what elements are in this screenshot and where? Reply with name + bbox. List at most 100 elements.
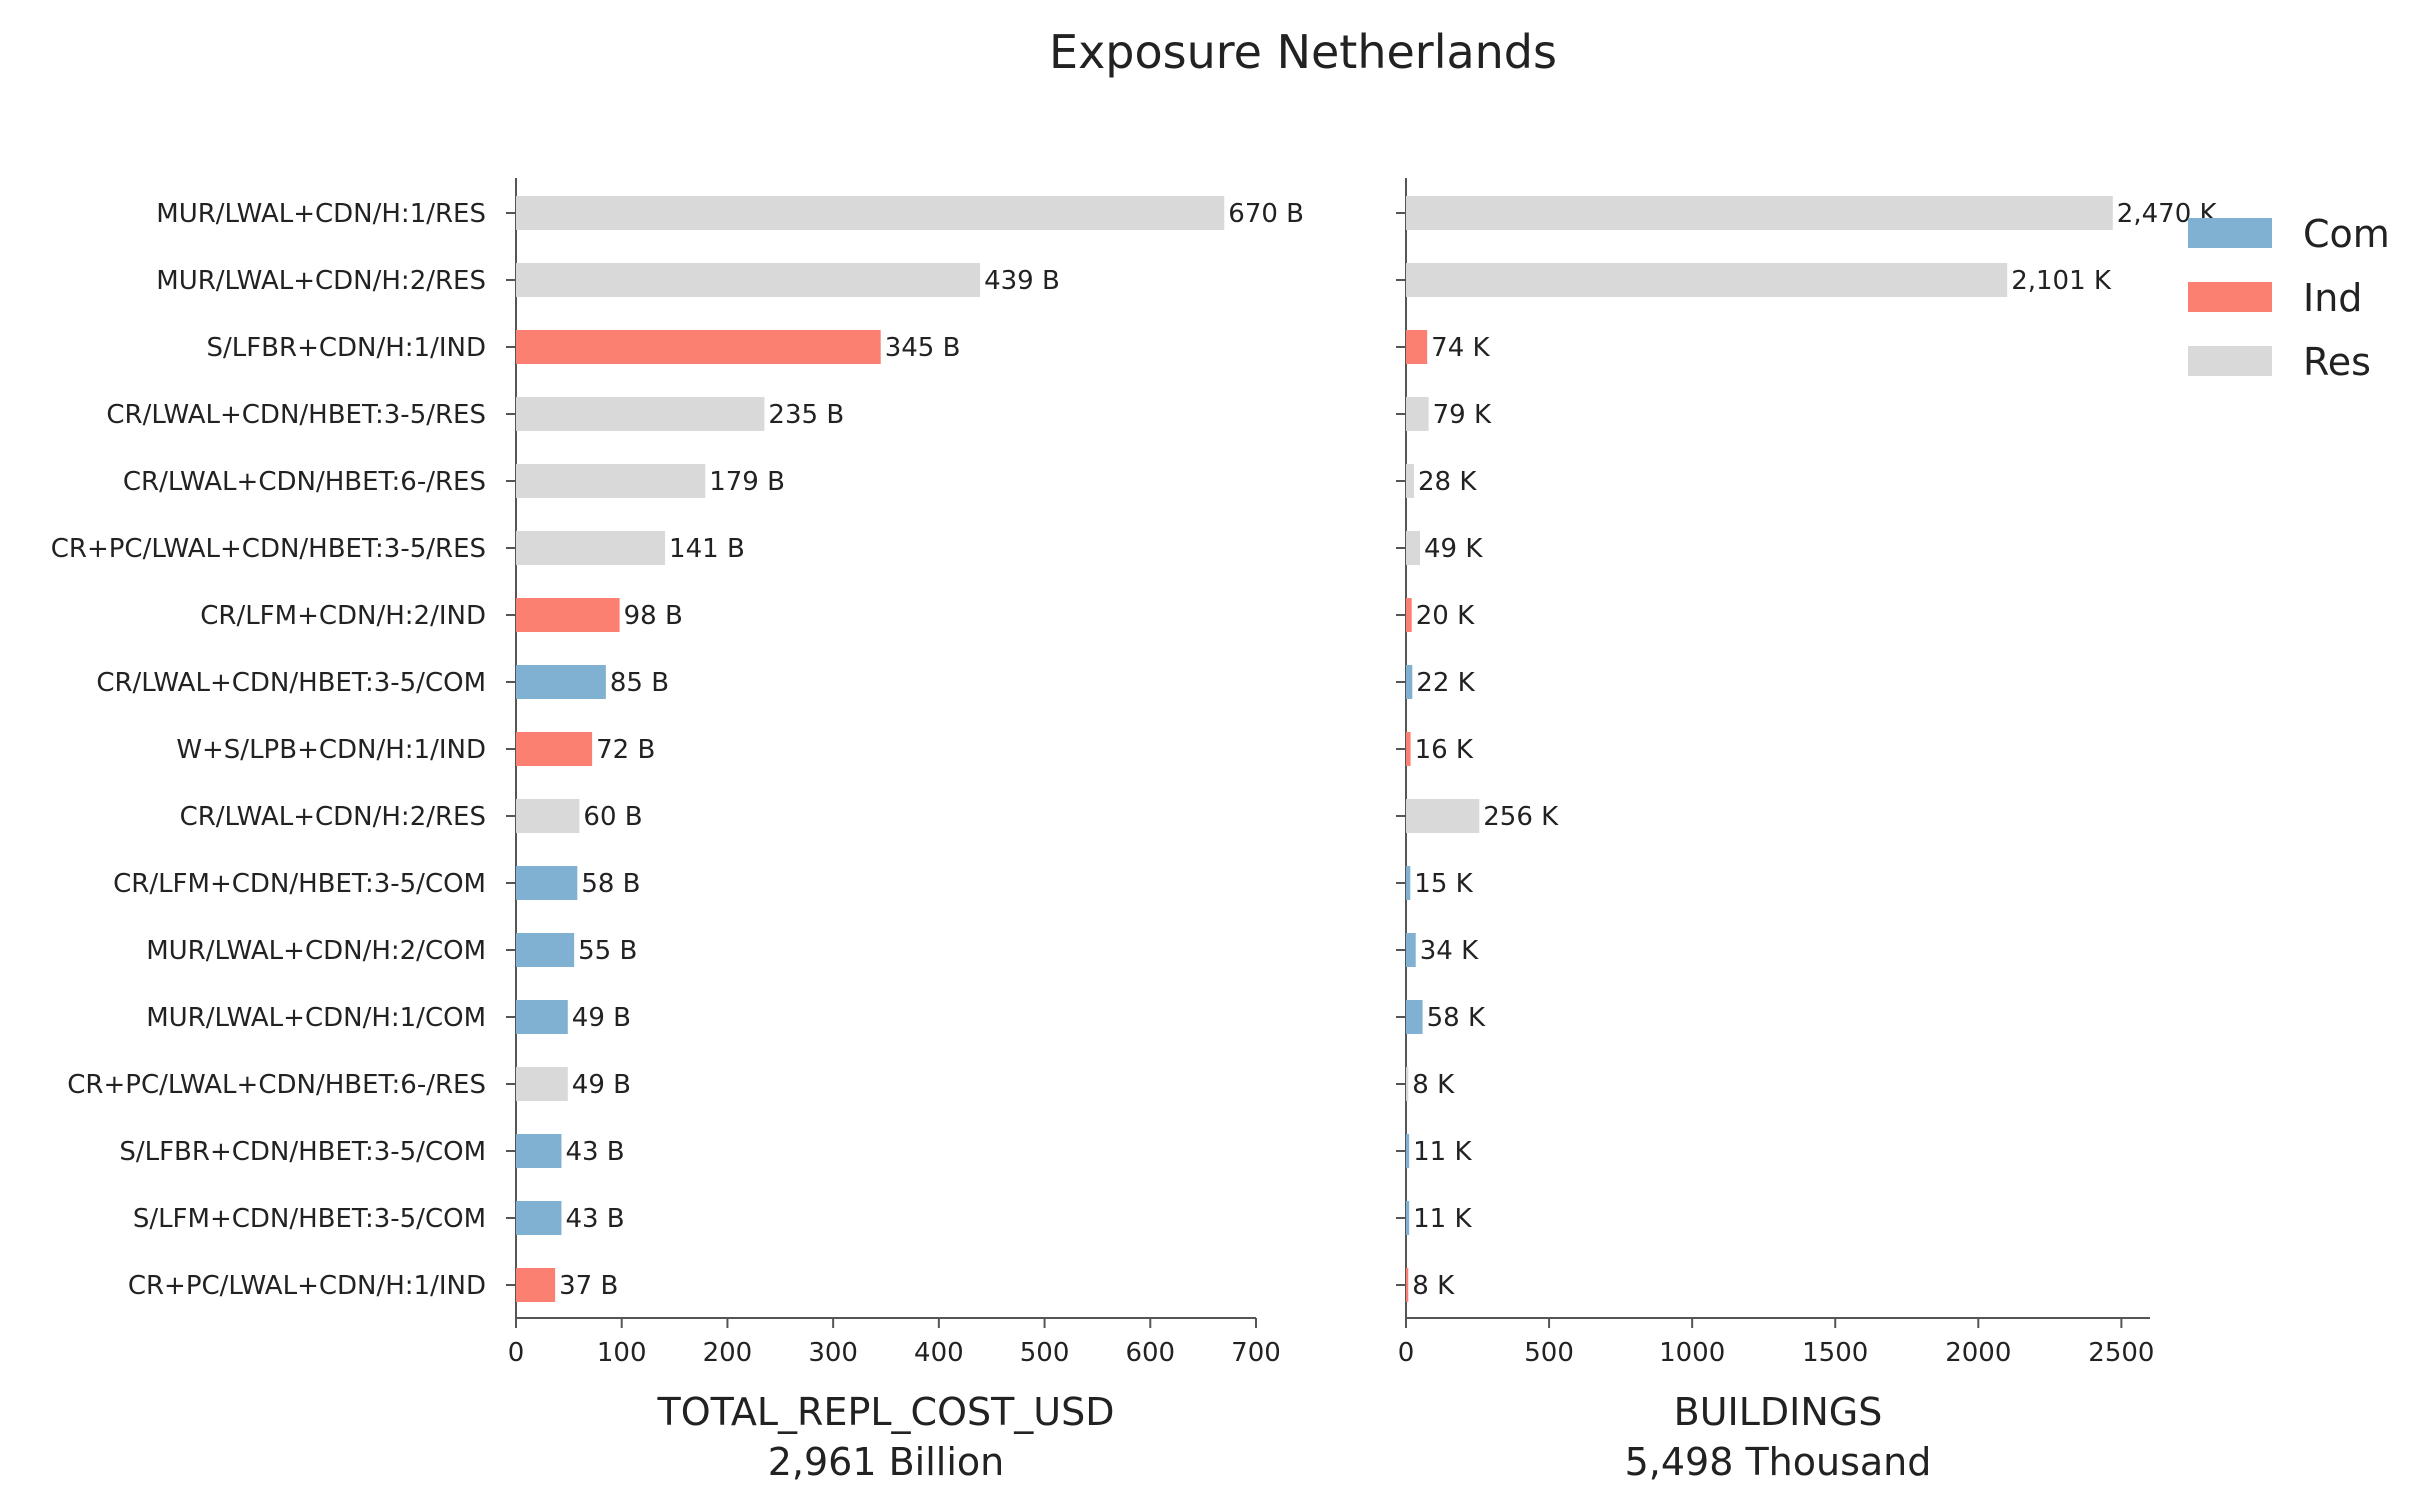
bar-value-label: 49 B — [572, 1003, 631, 1033]
bar-value-label: 60 B — [583, 802, 642, 832]
bar-value-label: 2,101 K — [2011, 266, 2112, 296]
category-label: CR+PC/LWAL+CDN/HBET:6-/RES — [67, 1070, 486, 1100]
bar — [516, 330, 881, 364]
x-axis-subtitle: 5,498 Thousand — [1625, 1440, 1932, 1484]
x-tick-label: 500 — [1524, 1338, 1574, 1368]
bar-value-label: 79 K — [1433, 400, 1492, 430]
bar — [516, 665, 606, 699]
bar-value-label: 16 K — [1415, 735, 1474, 765]
bar-value-label: 11 K — [1413, 1204, 1472, 1234]
bar-value-label: 58 K — [1427, 1003, 1486, 1033]
legend-swatch-ind — [2188, 282, 2272, 312]
bar — [516, 464, 706, 498]
bar — [516, 799, 580, 833]
category-label: CR/LFM+CDN/H:2/IND — [200, 601, 486, 631]
bar — [1406, 1201, 1410, 1235]
category-label: CR+PC/LWAL+CDN/HBET:3-5/RES — [51, 534, 486, 564]
bar-value-label: 439 B — [984, 266, 1060, 296]
bar-value-label: 15 K — [1414, 869, 1473, 899]
category-label: S/LFBR+CDN/H:1/IND — [206, 333, 486, 363]
x-axis-title: BUILDINGS — [1674, 1390, 1883, 1434]
x-tick-label: 1000 — [1659, 1338, 1725, 1368]
bar — [1406, 933, 1416, 967]
legend: Com Ind Res — [2188, 212, 2390, 384]
bar-value-label: 256 K — [1483, 802, 1559, 832]
bar-value-label: 141 B — [669, 534, 745, 564]
legend-swatch-res — [2188, 346, 2272, 376]
bar — [1406, 196, 2113, 230]
x-tick-label: 0 — [508, 1338, 525, 1368]
bar — [1406, 330, 1428, 364]
category-label: CR+PC/LWAL+CDN/H:1/IND — [128, 1271, 486, 1301]
x-tick-label: 600 — [1125, 1338, 1175, 1368]
bar-value-label: 85 B — [610, 668, 669, 698]
bar — [516, 1268, 556, 1302]
category-label: CR/LFM+CDN/HBET:3-5/COM — [113, 869, 486, 899]
bar-value-label: 345 B — [885, 333, 961, 363]
x-tick-label: 300 — [808, 1338, 858, 1368]
x-tick-label: 500 — [1020, 1338, 1070, 1368]
bar — [1406, 397, 1429, 431]
category-label: W+S/LPB+CDN/H:1/IND — [176, 735, 486, 765]
bar — [516, 598, 620, 632]
bar — [1406, 799, 1480, 833]
bar-value-label: 43 B — [565, 1204, 624, 1234]
bar-value-label: 49 K — [1424, 534, 1483, 564]
bar — [516, 263, 981, 297]
category-label: CR/LWAL+CDN/HBET:3-5/COM — [96, 668, 486, 698]
x-axis-subtitle: 2,961 Billion — [768, 1440, 1005, 1484]
repl-cost-panel: MUR/LWAL+CDN/H:1/RES 670 B MUR/LWAL+CDN/H:… — [51, 178, 1304, 1484]
category-label: S/LFM+CDN/HBET:3-5/COM — [133, 1204, 486, 1234]
bar — [1406, 1268, 1409, 1302]
bar — [1406, 1134, 1410, 1168]
bar-value-label: 98 B — [624, 601, 683, 631]
x-tick-label: 100 — [597, 1338, 647, 1368]
bar-value-label: 179 B — [709, 467, 785, 497]
bar-value-label: 37 B — [559, 1271, 618, 1301]
bar-value-label: 8 K — [1412, 1271, 1455, 1301]
bar-value-label: 20 K — [1416, 601, 1475, 631]
buildings-panel: 2,470 K2,101 K74 K79 K28 K49 K20 K22 K16… — [1396, 178, 2217, 1484]
category-label: MUR/LWAL+CDN/H:2/COM — [146, 936, 486, 966]
bar — [516, 1000, 568, 1034]
bar — [1406, 464, 1415, 498]
legend-label-ind: Ind — [2303, 276, 2362, 320]
bar — [516, 397, 765, 431]
category-label: CR/LWAL+CDN/HBET:3-5/RES — [106, 400, 486, 430]
bar-value-label: 34 K — [1420, 936, 1479, 966]
x-tick-label: 400 — [914, 1338, 964, 1368]
bar — [516, 1067, 568, 1101]
bar-value-label: 11 K — [1413, 1137, 1472, 1167]
x-tick-label: 700 — [1231, 1338, 1281, 1368]
category-label: S/LFBR+CDN/HBET:3-5/COM — [119, 1137, 486, 1167]
bar-value-label: 670 B — [1228, 199, 1304, 229]
category-label: MUR/LWAL+CDN/H:1/COM — [146, 1003, 486, 1033]
bar-value-label: 43 B — [565, 1137, 624, 1167]
bar-value-label: 72 B — [596, 735, 655, 765]
bar — [516, 1134, 562, 1168]
bar-value-label: 8 K — [1412, 1070, 1455, 1100]
legend-label-com: Com — [2303, 212, 2390, 256]
bar — [1406, 665, 1413, 699]
bar — [1406, 1000, 1423, 1034]
chart-title: Exposure Netherlands — [1049, 25, 1557, 79]
bar — [516, 196, 1225, 230]
bar — [1406, 866, 1411, 900]
legend-swatch-com — [2188, 218, 2272, 248]
category-label: MUR/LWAL+CDN/H:1/RES — [156, 199, 486, 229]
x-tick-label: 2000 — [1945, 1338, 2011, 1368]
legend-label-res: Res — [2303, 340, 2371, 384]
bar-value-label: 49 B — [572, 1070, 631, 1100]
bar-value-label: 58 B — [581, 869, 640, 899]
bar — [1406, 1067, 1409, 1101]
x-axis-title: TOTAL_REPL_COST_USD — [656, 1390, 1114, 1434]
bar-value-label: 235 B — [768, 400, 844, 430]
bar — [1406, 598, 1412, 632]
bar — [516, 866, 578, 900]
bar — [1406, 263, 2008, 297]
bar — [516, 1201, 562, 1235]
bar-value-label: 55 B — [578, 936, 637, 966]
category-label: CR/LWAL+CDN/HBET:6-/RES — [123, 467, 486, 497]
x-tick-label: 1500 — [1802, 1338, 1868, 1368]
bar-value-label: 22 K — [1416, 668, 1475, 698]
